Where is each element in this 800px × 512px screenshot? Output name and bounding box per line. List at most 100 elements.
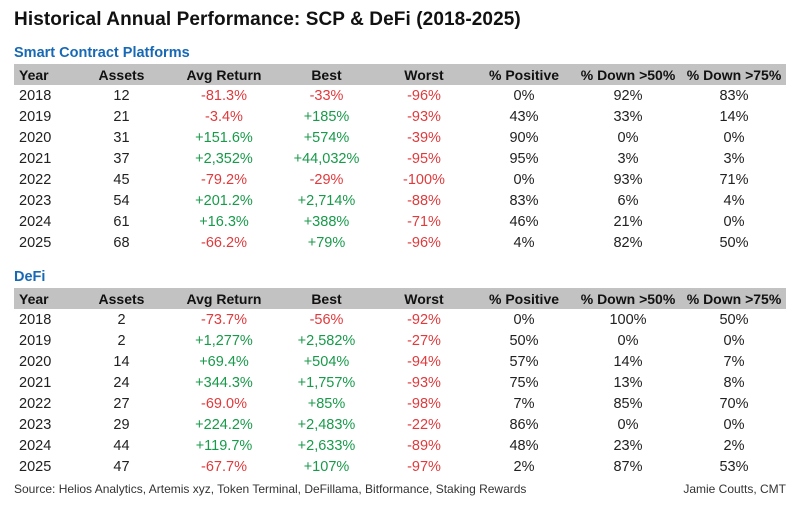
table-cell: 33%	[613, 108, 643, 125]
table-cell: 90%	[509, 129, 539, 146]
table-cell: +201.2%	[195, 192, 253, 209]
column-header: % Positive	[474, 64, 574, 85]
table-cell: 2020	[19, 129, 52, 146]
author-credit: Jamie Coutts, CMT	[683, 482, 786, 496]
table-cell: +2,714%	[297, 192, 356, 209]
table-cell: 85%	[613, 395, 643, 412]
table-cell: 21%	[613, 213, 643, 230]
table-cell: -69.0%	[201, 395, 247, 412]
table-cell: 82%	[613, 234, 643, 251]
table-cell: -33%	[309, 87, 344, 104]
table-row: 2018 2 -73.7% -56% -92% 0% 100% 50%	[14, 309, 786, 330]
table-cell: 31	[113, 129, 130, 146]
table-cell: +388%	[303, 213, 350, 230]
table-cell: -71%	[407, 213, 441, 230]
table-row: 2024 44 +119.7% +2,633% -89% 48% 23% 2%	[14, 435, 786, 456]
table-cell: +107%	[303, 458, 350, 475]
table-cell: 83%	[509, 192, 539, 209]
table-header-row: Year Assets Avg Return Best Worst% Positive%…	[14, 288, 786, 309]
column-header: % Positive	[474, 288, 574, 309]
column-header: Best	[279, 64, 374, 85]
table-cell: +44,032%	[293, 150, 360, 167]
table-cell: +2,582%	[297, 332, 356, 349]
table-cell: 0%	[617, 332, 639, 349]
table-cell: 2024	[19, 437, 52, 454]
table-cell: +1,757%	[297, 374, 356, 391]
table-cell: +574%	[303, 129, 350, 146]
table-cell: 87%	[613, 458, 643, 475]
table-cell: 100%	[609, 311, 647, 328]
table-cell: 0%	[617, 416, 639, 433]
table-cell: 0%	[513, 311, 535, 328]
section-heading-defi: DeFi	[14, 269, 46, 285]
table-defi: Year Assets Avg Return Best Worst% Positive%…	[14, 288, 786, 477]
table-row: 2019 21 -3.4% +185% -93% 43% 33% 14%	[14, 106, 786, 127]
column-header: Worst	[374, 288, 474, 309]
table-cell: 7%	[723, 353, 745, 370]
table-cell: 50%	[509, 332, 539, 349]
table-cell: 8%	[723, 374, 745, 391]
column-header: % Down >50%	[574, 288, 682, 309]
column-header: Assets	[74, 288, 169, 309]
section-heading-smart-contract-platforms: Smart Contract Platforms	[14, 45, 190, 61]
table-cell: 2	[117, 311, 126, 328]
table-cell: 0%	[723, 213, 745, 230]
page-title: Historical Annual Performance: SCP & DeF…	[14, 9, 521, 30]
table-cell: 44	[113, 437, 130, 454]
table-smart-contract-platforms: Year Assets Avg Return Best Worst% Positive%…	[14, 64, 786, 253]
table-row: 2023 54 +201.2% +2,714% -88% 83% 6% 4%	[14, 190, 786, 211]
table-cell: +119.7%	[195, 437, 253, 454]
table-row: 2022 27 -69.0% +85% -98% 7% 85% 70%	[14, 393, 786, 414]
table-cell: +185%	[303, 108, 350, 125]
table-cell: 68	[113, 234, 130, 251]
table-cell: +2,352%	[195, 150, 253, 167]
table-cell: 75%	[509, 374, 539, 391]
table-cell: -96%	[407, 234, 441, 251]
table-cell: 93%	[613, 171, 643, 188]
table-cell: 14%	[613, 353, 643, 370]
table-cell: 83%	[719, 87, 749, 104]
source-credit: Source: Helios Analytics, Artemis xyz, T…	[14, 482, 527, 496]
table-body: 2018 12 -81.3% -33% -96% 0% 92% 83% 2019 21 -3.4% +…	[14, 85, 786, 253]
table-cell: 0%	[723, 416, 745, 433]
table-cell: -79.2%	[201, 171, 247, 188]
table-row: 2021 24 +344.3% +1,757% -93% 75% 13% 8%	[14, 372, 786, 393]
table-cell: -92%	[407, 311, 441, 328]
table-cell: 0%	[513, 87, 535, 104]
table-row: 2022 45 -79.2% -29% -100% 0% 93% 71%	[14, 169, 786, 190]
table-cell: 2022	[19, 171, 52, 188]
table-row: 2025 47 -67.7% +107% -97% 2% 87% 53%	[14, 456, 786, 477]
column-header: Worst	[374, 64, 474, 85]
table-cell: 2	[117, 332, 126, 349]
table-cell: 2%	[513, 458, 535, 475]
table-cell: -97%	[407, 458, 441, 475]
table-cell: +2,633%	[297, 437, 356, 454]
table-cell: 2023	[19, 416, 52, 433]
table-cell: 2021	[19, 150, 52, 167]
table-row: 2020 14 +69.4% +504% -94% 57% 14% 7%	[14, 351, 786, 372]
table-cell: 14%	[719, 108, 749, 125]
table-cell: -56%	[309, 311, 344, 328]
table-cell: 71%	[719, 171, 749, 188]
table-cell: -95%	[407, 150, 441, 167]
table-cell: +69.4%	[199, 353, 249, 370]
table-cell: 24	[113, 374, 130, 391]
table-cell: -39%	[407, 129, 441, 146]
table-cell: +1,277%	[195, 332, 253, 349]
table-cell: 2018	[19, 87, 52, 104]
table-cell: -100%	[403, 171, 445, 188]
table-cell: 2021	[19, 374, 52, 391]
table-cell: -81.3%	[201, 87, 247, 104]
column-header: Avg Return	[169, 288, 279, 309]
table-cell: -89%	[407, 437, 441, 454]
table-cell: 2019	[19, 332, 52, 349]
table-cell: -66.2%	[201, 234, 247, 251]
table-cell: 2%	[723, 437, 745, 454]
table-cell: 54	[113, 192, 130, 209]
table-cell: +79%	[307, 234, 346, 251]
table-cell: 0%	[723, 332, 745, 349]
column-header: Assets	[74, 64, 169, 85]
table-cell: -3.4%	[205, 108, 243, 125]
table-cell: +2,483%	[297, 416, 356, 433]
